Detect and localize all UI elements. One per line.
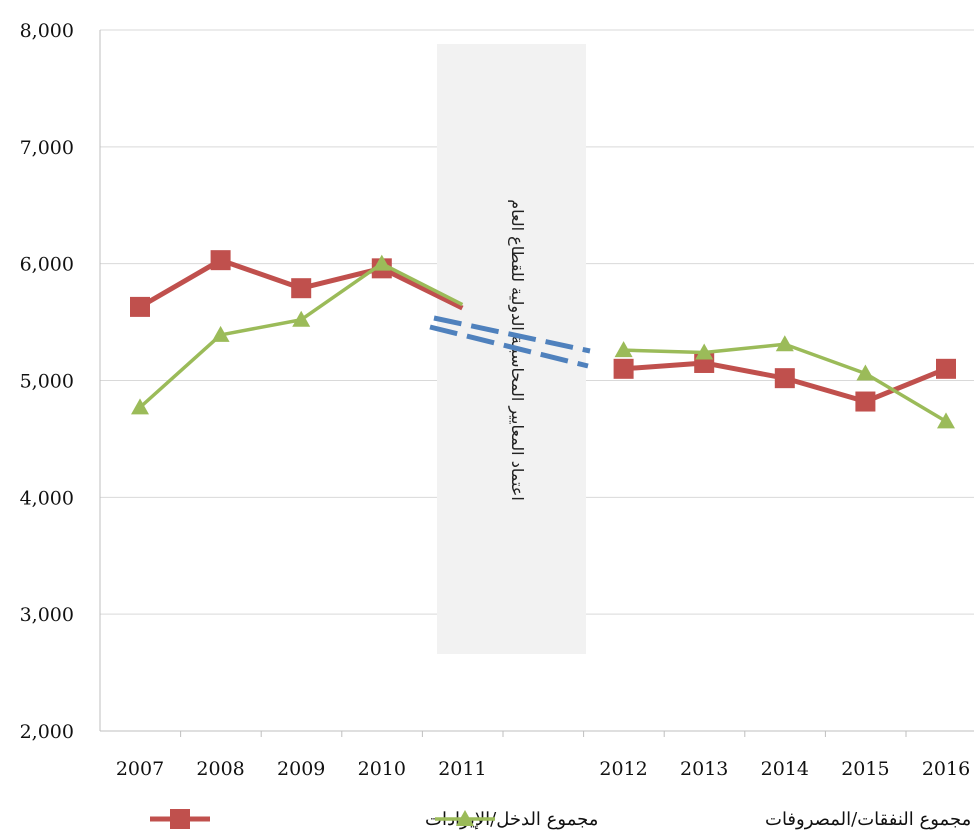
data-point-square <box>774 368 795 389</box>
x-tick-label: 2011 <box>438 758 486 780</box>
x-tick-label: 2014 <box>761 758 809 780</box>
data-point-triangle <box>695 343 714 360</box>
data-point-square <box>291 278 312 299</box>
legend: مجموع الدخل/الإيرادات مجموع النفقات/المص… <box>150 809 971 830</box>
annotation-arrow-line <box>429 324 589 369</box>
x-tick-label: 2009 <box>277 758 325 780</box>
y-tick-label: 8,000 <box>20 20 74 42</box>
legend-marker-revenue <box>170 809 190 829</box>
data-point-triangle <box>937 412 955 429</box>
data-point-triangle <box>372 254 391 271</box>
series-layer <box>130 250 956 429</box>
data-point-triangle <box>775 335 794 352</box>
data-point-square <box>210 250 231 271</box>
data-point-triangle <box>211 325 230 342</box>
annotation-arrow-line <box>433 315 591 354</box>
data-point-square <box>130 296 150 317</box>
y-tick-label: 7,000 <box>20 137 74 159</box>
x-tick-label: 2008 <box>196 758 244 780</box>
x-tick-label: 2015 <box>841 758 889 780</box>
data-point-square <box>936 358 956 379</box>
data-point-triangle <box>614 341 633 358</box>
x-tick-label: 2010 <box>358 758 406 780</box>
annotation-layer: اعتماد المعايير المحاسبية الدولية للقطاع… <box>429 199 591 501</box>
data-point-triangle <box>131 398 149 415</box>
y-tick-label: 6,000 <box>20 254 74 276</box>
x-tick-label: 2012 <box>599 758 647 780</box>
x-tick-label: 2016 <box>922 758 970 780</box>
y-tick-label: 3,000 <box>20 604 74 626</box>
legend-label-expenses: مجموع النفقات/المصروفات <box>765 809 971 830</box>
data-point-triangle <box>856 364 875 381</box>
x-tick-label: 2013 <box>680 758 728 780</box>
x-tick-label: 2007 <box>116 758 164 780</box>
data-point-triangle <box>292 310 311 327</box>
y-tick-label: 4,000 <box>20 487 74 509</box>
axes <box>99 30 974 737</box>
data-point-square <box>855 391 876 412</box>
y-tick-label: 5,000 <box>20 371 74 393</box>
data-point-square <box>613 358 634 379</box>
y-tick-label: 2,000 <box>20 721 74 743</box>
tick-labels: 2,000 3,000 4,000 5,000 6,000 7,000 8,000 2007 2… <box>20 20 971 780</box>
legend-marker-expenses <box>456 810 474 826</box>
